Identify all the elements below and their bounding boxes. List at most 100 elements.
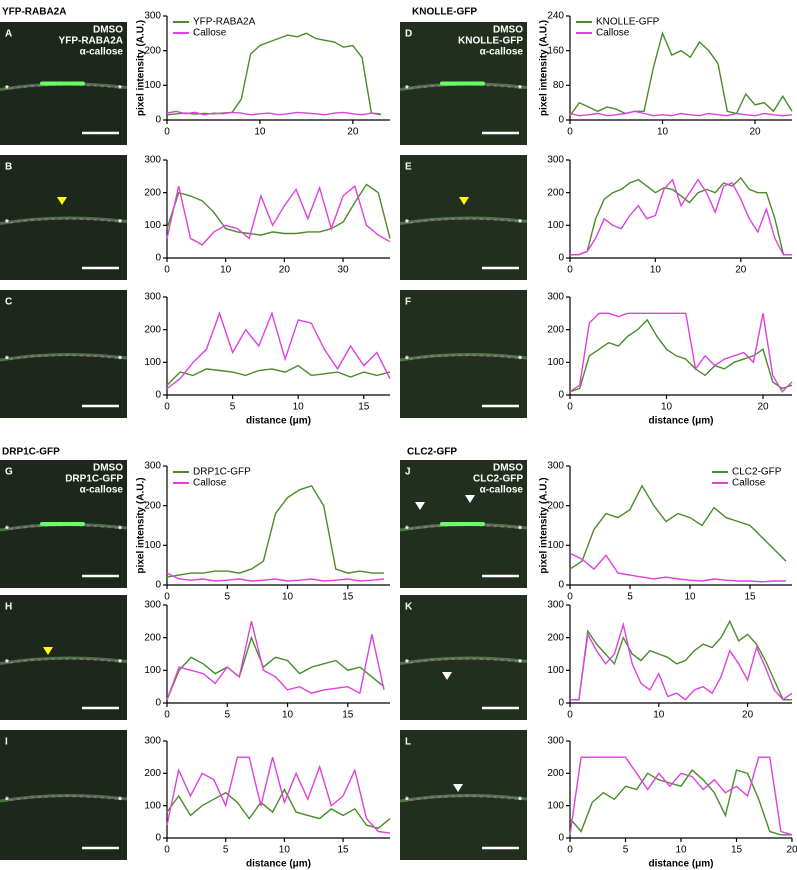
x-tick-label: 20 (735, 265, 747, 276)
series-line (569, 31, 793, 117)
asterisk-mark: * (518, 218, 522, 229)
asterisk-mark: * (118, 796, 122, 807)
x-tick-label: 10 (684, 592, 696, 603)
y-tick-label: 200 (144, 324, 161, 335)
y-tick-label: 300 (547, 600, 564, 611)
x-tick-label: 20 (742, 710, 754, 721)
micrograph-tint (0, 595, 127, 720)
y-axis-label: pixel intensity (A.U.) (539, 477, 550, 573)
x-tick-label: 0 (164, 845, 170, 856)
series-line (569, 110, 793, 117)
x-tick-label: 10 (657, 127, 669, 138)
arrowhead (57, 197, 67, 205)
arrowhead (415, 502, 425, 510)
legend-label: CLC2-GFP (732, 467, 782, 478)
x-tick-label: 15 (731, 845, 743, 856)
x-tick-label: 20 (757, 402, 769, 413)
arrowhead (465, 495, 475, 503)
panel-letter: D (405, 29, 412, 40)
arrowhead (442, 672, 452, 680)
series-line (166, 484, 384, 578)
x-tick-label: 0 (567, 710, 573, 721)
x-tick-label: 0 (164, 592, 170, 603)
asterisk-mark: * (5, 355, 9, 366)
y-tick-label: 0 (155, 115, 161, 126)
x-tick-label: 15 (337, 845, 349, 856)
series-line (569, 756, 793, 836)
asterisk-mark: * (518, 84, 522, 95)
y-tick-label: 300 (547, 155, 564, 166)
asterisk-mark: * (518, 355, 522, 366)
asterisk-mark: * (118, 84, 122, 95)
x-tick-label: 15 (744, 592, 756, 603)
y-tick-label: 100 (547, 665, 564, 676)
x-tick-label: 10 (661, 402, 673, 413)
panel-label: α-callose (480, 47, 524, 58)
series-line (166, 787, 391, 830)
x-axis-label: distance (μm) (648, 416, 713, 427)
y-tick-label: 100 (547, 357, 564, 368)
micrograph-tint (0, 730, 127, 860)
y-tick-label: 200 (547, 324, 564, 335)
x-tick-label: 0 (567, 127, 573, 138)
asterisk-mark: * (405, 525, 409, 536)
x-tick-label: 20 (749, 127, 761, 138)
x-tick-label: 5 (623, 845, 629, 856)
series-line (166, 183, 391, 239)
cell-plate (440, 81, 485, 86)
y-tick-label: 240 (547, 11, 564, 22)
y-tick-label: 300 (144, 292, 161, 303)
series-line (166, 184, 391, 246)
panel-label: DRP1C-GFP (65, 474, 123, 485)
x-tick-label: 5 (224, 710, 230, 721)
micrograph-tint (400, 595, 527, 720)
legend-label: KNOLLE-GFP (596, 17, 660, 28)
series-line (166, 311, 391, 390)
y-tick-label: 0 (155, 833, 161, 844)
series-line (166, 110, 381, 116)
asterisk-mark: * (405, 218, 409, 229)
y-tick-label: 300 (144, 736, 161, 747)
panel-letter: I (5, 737, 8, 748)
x-tick-label: 10 (279, 845, 291, 856)
asterisk-mark: * (405, 796, 409, 807)
y-tick-label: 100 (547, 800, 564, 811)
callose-signal (409, 795, 518, 801)
asterisk-mark: * (405, 658, 409, 669)
x-tick-label: 0 (164, 402, 170, 413)
legend-label: YFP-RABA2A (193, 17, 256, 28)
panel-label: α-callose (80, 485, 124, 496)
y-tick-label: 0 (155, 698, 161, 709)
x-tick-label: 10 (282, 592, 294, 603)
series-line (166, 572, 385, 582)
cell-plate (40, 522, 85, 526)
y-tick-label: 200 (144, 500, 161, 511)
x-tick-label: 15 (342, 710, 354, 721)
x-tick-label: 0 (567, 402, 573, 413)
y-tick-label: 100 (144, 80, 161, 91)
y-tick-label: 0 (558, 580, 564, 591)
x-tick-label: 10 (650, 265, 662, 276)
panel-label: DMSO (93, 25, 123, 36)
x-tick-label: 5 (223, 845, 229, 856)
panel-letter: H (5, 602, 12, 613)
x-tick-label: 0 (164, 710, 170, 721)
group-title: KNOLLE-GFP (412, 7, 477, 18)
y-tick-label: 100 (144, 357, 161, 368)
asterisk-mark: * (518, 658, 522, 669)
y-tick-label: 0 (558, 833, 564, 844)
panel-label: DMSO (93, 463, 123, 474)
y-tick-label: 200 (144, 768, 161, 779)
x-tick-label: 20 (347, 127, 359, 138)
series-line (570, 619, 792, 701)
arrowhead (459, 197, 469, 205)
micrograph-tint (0, 290, 127, 418)
callose-signal (409, 657, 518, 664)
panel-label: α-callose (80, 47, 124, 58)
series-line (570, 176, 792, 256)
y-tick-label: 0 (155, 390, 161, 401)
panel-letter: E (405, 162, 412, 173)
y-tick-label: 300 (144, 11, 161, 22)
asterisk-mark: * (518, 796, 522, 807)
asterisk-mark: * (405, 84, 409, 95)
